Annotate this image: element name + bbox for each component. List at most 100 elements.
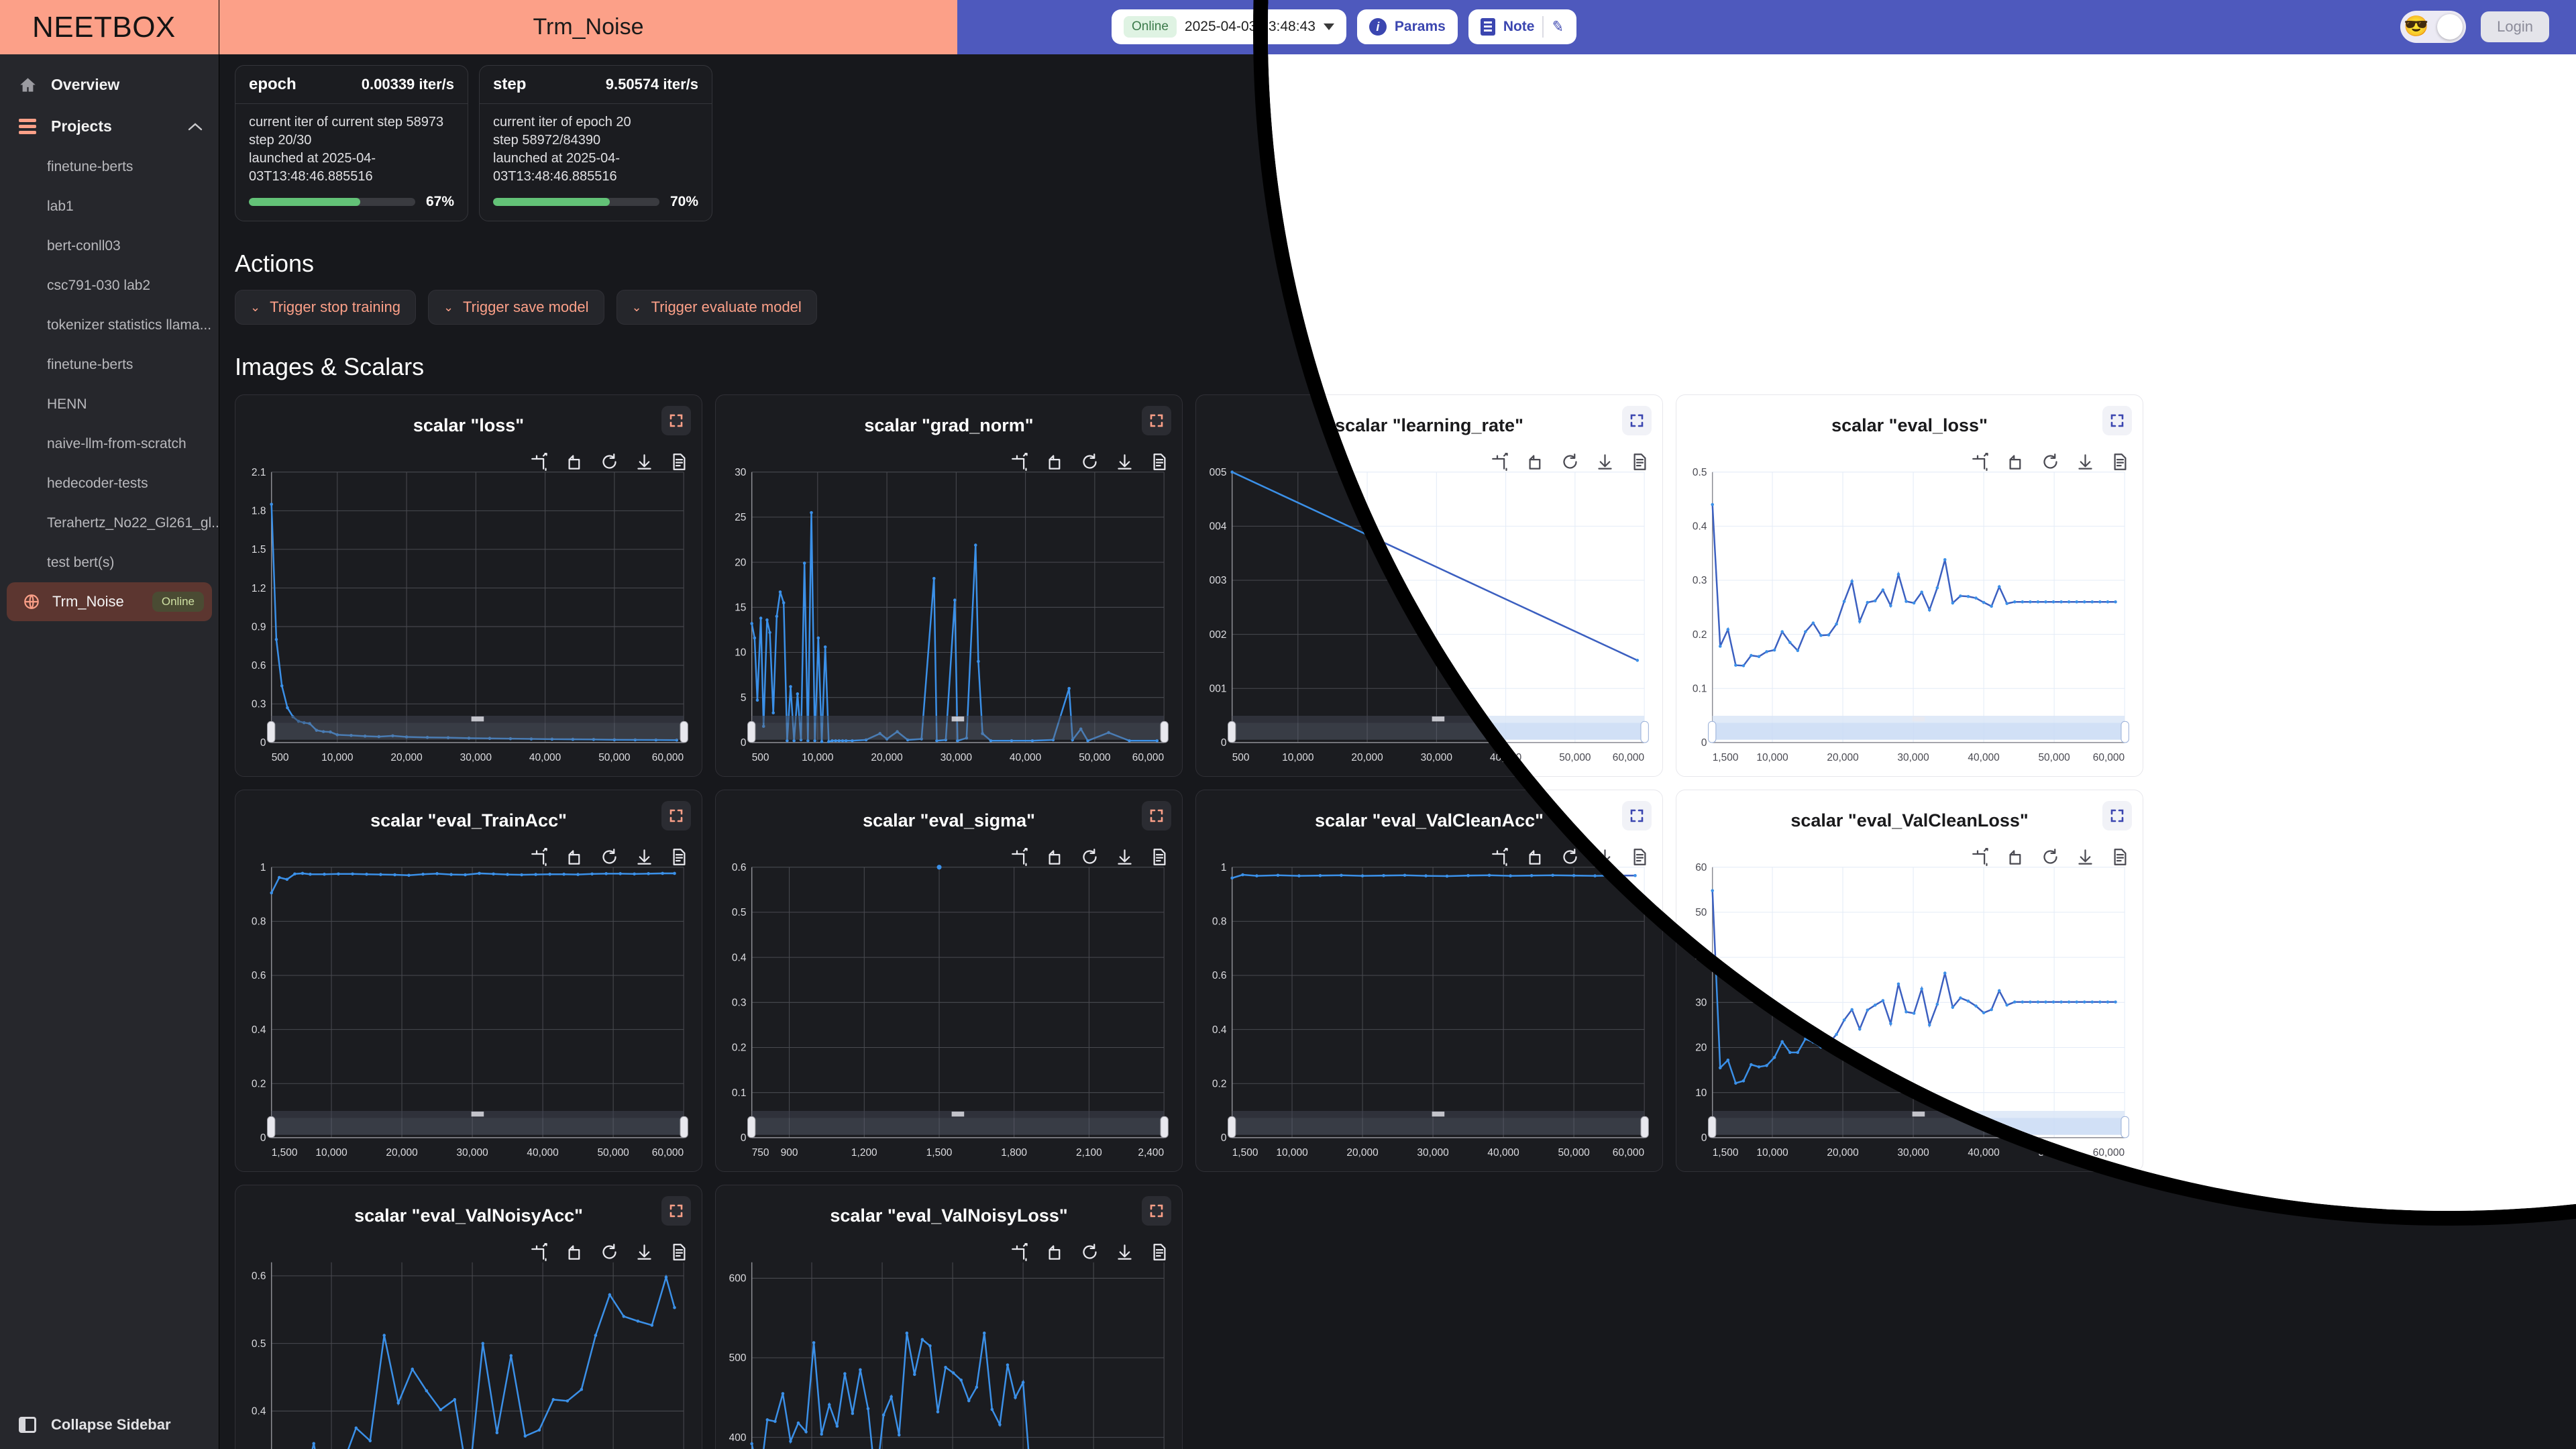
sidebar-item-trm-noise[interactable]: Trm_Noise Online [7,582,212,621]
sidebar-project-item[interactable]: naive-llm-from-scratch [47,435,186,451]
sidebar-project-item[interactable]: csc791-030 lab2 [47,277,151,293]
stat-card: epoch 0.00339 iter/s current iter of curre… [235,65,468,221]
download-icon[interactable] [635,1243,653,1265]
data-view-icon[interactable] [1150,1243,1169,1265]
sidebar-project-item[interactable]: tokenizer statistics llama... [47,317,212,333]
data-view-icon[interactable] [1150,848,1169,869]
undo-icon[interactable] [1046,453,1064,474]
svg-text:30: 30 [1695,997,1707,1008]
svg-text:10: 10 [1695,1087,1707,1099]
actions-heading: Actions [235,250,315,277]
svg-text:30,000: 30,000 [456,1147,488,1159]
crop-icon[interactable] [1011,453,1029,474]
download-icon[interactable] [635,453,653,474]
sidebar-project-item[interactable]: HENN [47,396,87,412]
stat-card-row: epoch 0.00339 iter/s current iter of curre… [235,54,2576,221]
svg-text:400: 400 [729,1432,747,1444]
svg-text:0: 0 [741,1132,747,1144]
svg-text:30,000: 30,000 [1897,1147,1929,1159]
restore-icon[interactable] [1081,453,1099,474]
expand-icon[interactable] [661,1196,691,1226]
action-button[interactable]: ⌄ Trigger evaluate model [616,290,817,325]
sidebar-project-item[interactable]: Terahertz_No22_Gl261_gl... [47,515,219,531]
chart-card: scalar "eval_ValNoisyAcc"0.30.40.50.61,5… [235,1185,702,1449]
svg-text:10,000: 10,000 [802,752,834,763]
sidebar-item-overview[interactable]: Overview [0,64,219,105]
svg-text:0.6: 0.6 [252,1271,266,1282]
chart-plot[interactable]: 0.30.40.50.61,50010,00020,00030,00040,00… [235,1252,702,1449]
svg-text:002: 002 [1210,629,1227,641]
chart-title: scalar "grad_norm" [864,415,1034,435]
crop-icon[interactable] [1011,1243,1029,1265]
download-icon[interactable] [635,848,653,869]
svg-text:500: 500 [752,752,769,763]
crop-icon[interactable] [1011,848,1029,869]
restore-icon[interactable] [1081,1243,1099,1265]
download-icon[interactable] [1116,1243,1134,1265]
undo-icon[interactable] [566,1243,584,1265]
undo-icon[interactable] [566,848,584,869]
svg-text:40,000: 40,000 [1010,752,1042,763]
stat-rate: 9.50574 iter/s [605,76,698,93]
restore-icon[interactable] [1081,848,1099,869]
svg-text:2,400: 2,400 [1138,1147,1164,1159]
svg-text:30: 30 [735,467,747,478]
chevron-up-icon[interactable] [188,117,203,136]
undo-icon[interactable] [566,453,584,474]
chart-card: scalar "eval_TrainAcc" 0 0.2 0.4 0.6 0.8 1 1,50… [235,790,702,1172]
data-view-icon[interactable] [670,453,688,474]
chart-plot[interactable]: 0 0.2 0.4 0.6 0.8 1 1,500 10,000 20,000 30,000 40,… [235,857,702,1167]
expand-icon[interactable] [661,406,691,435]
restore-icon[interactable] [600,453,619,474]
svg-text:0.4: 0.4 [252,1024,266,1036]
stat-card-header: epoch 0.00339 iter/s [235,66,468,104]
sidebar-item-projects[interactable]: Projects [0,105,219,147]
restore-icon[interactable] [600,848,619,869]
expand-icon[interactable] [1142,1196,1171,1226]
svg-text:0.4: 0.4 [252,1406,266,1417]
download-icon[interactable] [1116,453,1134,474]
undo-icon[interactable] [1046,848,1064,869]
chart-plot[interactable]: 0 0.2 0.4 0.6 0.8 1 1,500 10,000 20,000 30,000 40,… [1196,857,1662,1167]
action-button[interactable]: ⌄ Trigger save model [427,290,604,325]
crop-icon[interactable] [531,453,549,474]
svg-text:60,000: 60,000 [652,1147,684,1159]
svg-text:10,000: 10,000 [321,752,354,763]
expand-icon[interactable] [661,801,691,830]
svg-text:40,000: 40,000 [529,752,561,763]
sidebar-project-item[interactable]: lab1 [47,198,74,214]
run-selector[interactable]: Online 2025-04-03 13:48:43 [1112,9,1346,44]
chart-plot[interactable]: 0 0.3 0.6 0.9 1.2 1.5 1.8 2.1 500 10,000 20,000 30,… [235,462,702,772]
sidebar: NEETBOX Overview Projects [0,0,219,1449]
restore-icon[interactable] [600,1243,619,1265]
data-view-icon[interactable] [670,1243,688,1265]
actions-button-row: ⌄ Trigger stop training ⌄ Trigger save mode… [235,290,2576,325]
sidebar-project-item[interactable]: finetune-berts [47,158,133,174]
expand-icon[interactable] [1142,406,1171,435]
chart-title: scalar "eval_ValNoisyLoss" [830,1205,1068,1226]
expand-icon[interactable] [1142,801,1171,830]
collapse-sidebar-button[interactable]: Collapse Sidebar [0,1401,219,1449]
svg-text:004: 004 [1210,521,1227,532]
data-view-icon[interactable] [670,848,688,869]
chart-plot[interactable]: 3004005006001,50010,00020,00030,00040,00… [716,1252,1182,1449]
undo-icon[interactable] [1046,1243,1064,1265]
sidebar-project-item[interactable]: bert-conll03 [47,237,121,254]
download-icon[interactable] [1116,848,1134,869]
sidebar-project-item[interactable]: finetune-berts [47,356,133,372]
svg-text:10: 10 [735,647,747,659]
chart-plot[interactable]: 0 0.1 0.2 0.3 0.4 0.5 0.6 750 900 1,200 1,500 1,800… [716,857,1182,1167]
action-button[interactable]: ⌄ Trigger stop training [235,290,416,325]
crop-icon[interactable] [531,1243,549,1265]
crop-icon[interactable] [531,848,549,869]
svg-text:0: 0 [741,737,747,749]
data-view-icon[interactable] [1150,453,1169,474]
sidebar-project-item[interactable]: hedecoder-tests [47,475,148,491]
svg-text:5: 5 [741,692,747,704]
chevron-down-icon: ⌄ [443,300,454,314]
svg-text:0.1: 0.1 [732,1087,747,1099]
sidebar-project-item[interactable]: test bert(s) [47,554,115,570]
chart-plot[interactable]: 0 5 10 15 20 25 30 500 10,000 20,000 30,000 40,000 5… [716,462,1182,772]
svg-text:500: 500 [729,1352,747,1364]
svg-text:1,500: 1,500 [1232,1147,1258,1159]
